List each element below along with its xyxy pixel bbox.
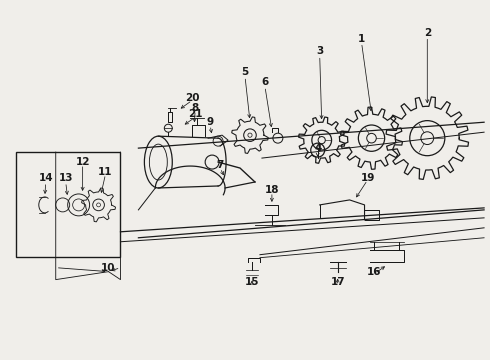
Text: 5: 5 [242, 67, 248, 77]
Text: 16: 16 [367, 267, 382, 276]
Text: 8: 8 [192, 103, 199, 113]
Text: 10: 10 [101, 263, 116, 273]
Text: 6: 6 [261, 77, 269, 87]
Text: 4: 4 [314, 143, 321, 153]
Text: 19: 19 [360, 173, 375, 183]
Text: 1: 1 [358, 33, 365, 44]
Text: 13: 13 [58, 173, 73, 183]
Text: 3: 3 [316, 45, 323, 55]
Text: 11: 11 [98, 167, 113, 177]
Text: 18: 18 [265, 185, 279, 195]
Text: 21: 21 [188, 109, 202, 119]
Text: 15: 15 [245, 276, 259, 287]
Bar [16, 152, 121, 257]
Text: 14: 14 [38, 173, 53, 183]
Text: 20: 20 [185, 93, 199, 103]
Text: 12: 12 [75, 157, 90, 167]
Text: 9: 9 [207, 117, 214, 127]
Text: 7: 7 [217, 160, 224, 170]
Text: 2: 2 [424, 28, 431, 37]
Text: 17: 17 [330, 276, 345, 287]
